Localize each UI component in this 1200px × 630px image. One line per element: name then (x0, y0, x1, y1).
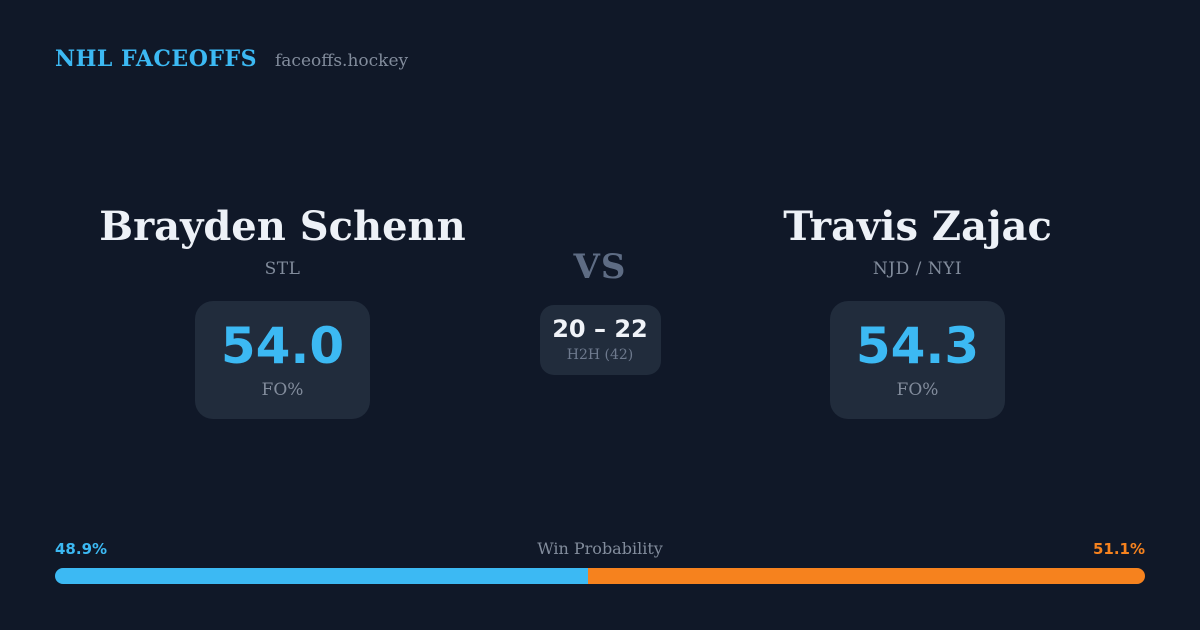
player-right-name: Travis Zajac (783, 203, 1052, 250)
win-probability-bar (55, 568, 1145, 584)
win-probability-bar-right-segment (588, 568, 1145, 584)
vs-label: VS (573, 247, 627, 287)
win-probability-right-pct: 51.1% (1092, 540, 1145, 558)
brand-title: NHL FACEOFFS (55, 46, 257, 72)
player-right-fo-label: FO% (896, 379, 939, 400)
win-probability-bar-left-segment (55, 568, 588, 584)
player-left-team: STL (264, 259, 301, 279)
header: NHL FACEOFFS faceoffs.hockey (55, 46, 408, 72)
win-probability-labels: 48.9% Win Probability 51.1% (55, 539, 1145, 558)
matchup-section: Brayden Schenn STL 54.0 FO% VS 20 – 22 H… (55, 205, 1145, 419)
player-left-column: Brayden Schenn STL 54.0 FO% (55, 205, 510, 419)
player-right-fo-card: 54.3 FO% (830, 301, 1005, 419)
win-probability-left-pct: 48.9% (55, 540, 108, 558)
vs-column: VS 20 – 22 H2H (42) (510, 205, 690, 419)
h2h-label: H2H (42) (566, 347, 634, 363)
player-right-fo-value: 54.3 (855, 316, 980, 375)
player-left-name: Brayden Schenn (99, 203, 466, 250)
win-probability-title: Win Probability (537, 539, 663, 558)
player-right-column: Travis Zajac NJD / NYI 54.3 FO% (690, 205, 1145, 419)
h2h-score: 20 – 22 (552, 315, 648, 343)
player-right-team: NJD / NYI (872, 259, 963, 279)
site-url: faceoffs.hockey (275, 51, 409, 71)
player-left-fo-value: 54.0 (220, 316, 345, 375)
h2h-card: 20 – 22 H2H (42) (539, 305, 661, 375)
player-left-fo-label: FO% (261, 379, 304, 400)
player-left-fo-card: 54.0 FO% (195, 301, 370, 419)
win-probability-section: 48.9% Win Probability 51.1% (55, 539, 1145, 584)
